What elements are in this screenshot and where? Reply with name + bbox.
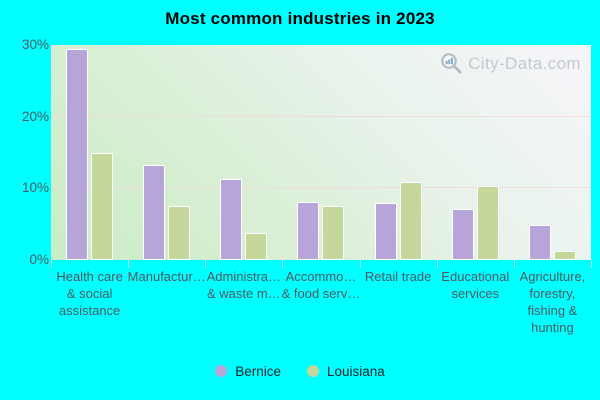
x-axis-label-line: Administra… [206,269,282,284]
bar-bernice-7 [528,224,551,260]
y-tick-label-10: 10% [21,180,49,196]
x-axis-label-7: Agriculture, forestry, fishing & hunting [492,268,600,336]
bar-group-1 [51,45,128,260]
x-axis-label-4: Accommo… & food serv… [261,268,381,302]
bar-louisiana-3 [245,233,268,260]
bar-group-3 [205,45,282,260]
x-axis-label-2: Manufactur… [107,268,227,285]
x-axis-label-line: Health care [56,269,123,284]
x-axis-label-line: Manufactur… [127,269,206,284]
bar-louisiana-1 [91,153,114,260]
x-axis-label-1: Health care & social assistance [30,268,150,319]
x-axis-label-line: forestry, [529,286,576,301]
x-tick-mark [128,260,130,268]
x-axis-label-line: Agriculture, [519,269,586,284]
legend-label: Bernice [235,363,281,379]
bar-louisiana-7 [553,251,576,260]
x-axis-label-5: Retail trade [338,268,458,285]
chart-title: Most common industries in 2023 [165,9,435,28]
bar-louisiana-5 [399,181,422,260]
bar-group-5 [360,45,437,260]
x-axis-label-line: & waste m… [207,286,281,301]
bar-bernice-4 [297,201,320,260]
x-axis-label-line: Retail trade [364,269,432,284]
x-tick-mark [591,260,592,268]
x-axis-label-line: Accommo… [285,269,357,284]
y-tick-label-0: 0% [29,252,49,267]
bar-louisiana-4 [322,205,345,260]
x-axis-label-line: hunting [531,320,574,335]
legend-swatch-icon [215,365,228,377]
bar-group-6 [437,45,514,260]
x-tick-mark [436,260,438,268]
legend: Bernice Louisiana [0,361,600,381]
x-axis-label-line: Educational [441,269,510,284]
legend-swatch-icon [306,365,319,377]
bar-group-2 [128,45,205,260]
bar-bernice-3 [220,179,243,260]
x-axis-label-line: & social [66,286,113,301]
plot-area: City-Data.com [51,45,591,260]
x-tick-mark [282,260,284,268]
bar-bernice-1 [66,49,89,260]
legend-label: Louisiana [326,363,385,379]
legend-item-louisiana: Louisiana [306,363,385,379]
x-axis-label-line: services [451,286,500,301]
x-tick-mark [205,260,207,268]
bar-louisiana-6 [476,186,499,260]
city-data-logo-icon [440,52,463,75]
bar-group-7 [514,45,591,260]
x-tick-mark [513,260,515,268]
watermark-text: City-Data.com [468,53,581,73]
x-axis-label-line: fishing & [527,303,578,318]
x-tick-mark [51,260,52,268]
x-axis-labels: Health care & social assistance Manufactur…… [51,268,591,358]
bar-group-4 [282,45,359,260]
gridline-10pct [51,187,591,189]
x-axis-label-3: Administra… & waste m… [184,268,304,302]
bar-bernice-6 [451,209,474,260]
x-axis-label-line: assistance [58,303,121,318]
x-axis-label-line: & food serv… [281,286,361,301]
x-tick-mark [359,260,361,268]
bar-bernice-2 [143,165,166,260]
bar-bernice-5 [374,202,397,260]
watermark: City-Data.com [440,52,581,75]
legend-item-bernice: Bernice [215,364,281,379]
y-tick-label-20: 20% [21,108,49,124]
x-axis-label-6: Educational services [415,268,535,302]
bar-louisiana-2 [168,206,191,260]
gridline-20pct [51,115,591,117]
y-tick-label-30: 30% [21,37,49,52]
